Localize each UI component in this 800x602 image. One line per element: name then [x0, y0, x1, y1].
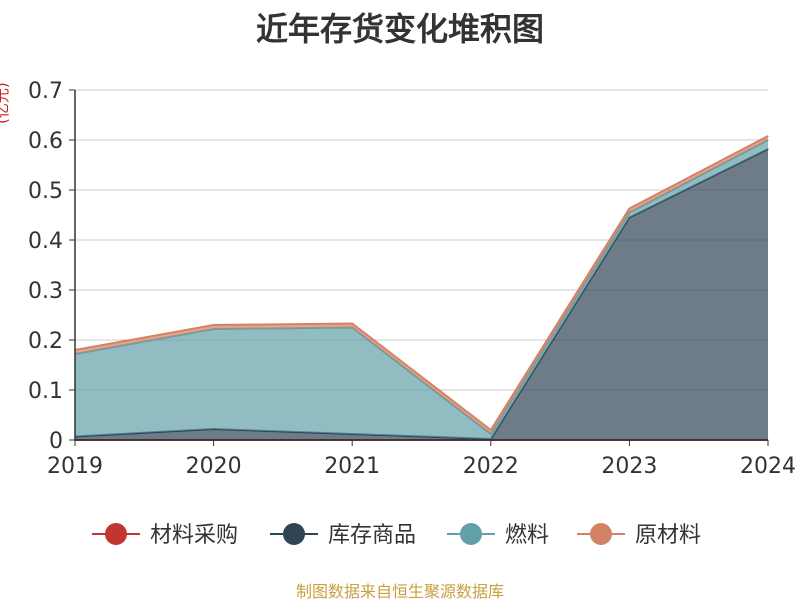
series-line-3: [74, 135, 769, 432]
legend-label: 原材料: [635, 523, 701, 548]
data-point: [351, 323, 353, 324]
data-point: [767, 135, 769, 137]
legend-item-2: 燃料: [447, 523, 549, 548]
legend-item-3: 原材料: [577, 523, 701, 548]
series-areas: [74, 135, 769, 441]
data-point: [628, 208, 630, 209]
data-point: [213, 324, 215, 326]
y-tick-label: 0.7: [28, 79, 63, 104]
x-tick-label: 2019: [47, 454, 103, 479]
y-tick-label: 0: [49, 429, 63, 454]
legend-label: 库存商品: [328, 523, 416, 548]
y-tick-label: 0.4: [28, 229, 63, 254]
legend-marker: [283, 523, 305, 545]
axes: 0 0.1 0.2 0.3 0.4 0.5 0.6 0.7 2019 2020 2021 2022 20…: [28, 79, 796, 479]
legend-marker: [460, 523, 482, 545]
legend-label: 材料采购: [150, 523, 238, 548]
y-tick-label: 0.3: [28, 279, 63, 304]
x-tick-label: 2021: [324, 454, 380, 479]
chart-title: 近年存货变化堆积图: [255, 10, 544, 48]
x-tick-label: 2020: [186, 454, 242, 479]
legend-marker: [590, 523, 612, 545]
series-area-2: [75, 140, 768, 439]
data-point: [490, 429, 492, 431]
series-area-1: [75, 149, 768, 440]
legend-label: 燃料: [505, 523, 549, 548]
legend-marker: [105, 523, 127, 545]
y-tick-label: 0.6: [28, 129, 63, 154]
x-tick-label: 2023: [601, 454, 657, 479]
x-tick-label: 2024: [740, 454, 796, 479]
legend-item-0: 材料采购: [92, 523, 238, 548]
y-tick-label: 0.1: [28, 379, 63, 404]
legend-item-1: 库存商品: [270, 523, 416, 548]
y-tick-label: 0.5: [28, 179, 63, 204]
x-tick-label: 2022: [463, 454, 519, 479]
data-source-note: 制图数据来自恒生聚源数据库: [295, 582, 504, 601]
y-tick-label: 0.2: [28, 329, 63, 354]
legend: 材料采购 库存商品 燃料 原材料: [92, 523, 701, 548]
